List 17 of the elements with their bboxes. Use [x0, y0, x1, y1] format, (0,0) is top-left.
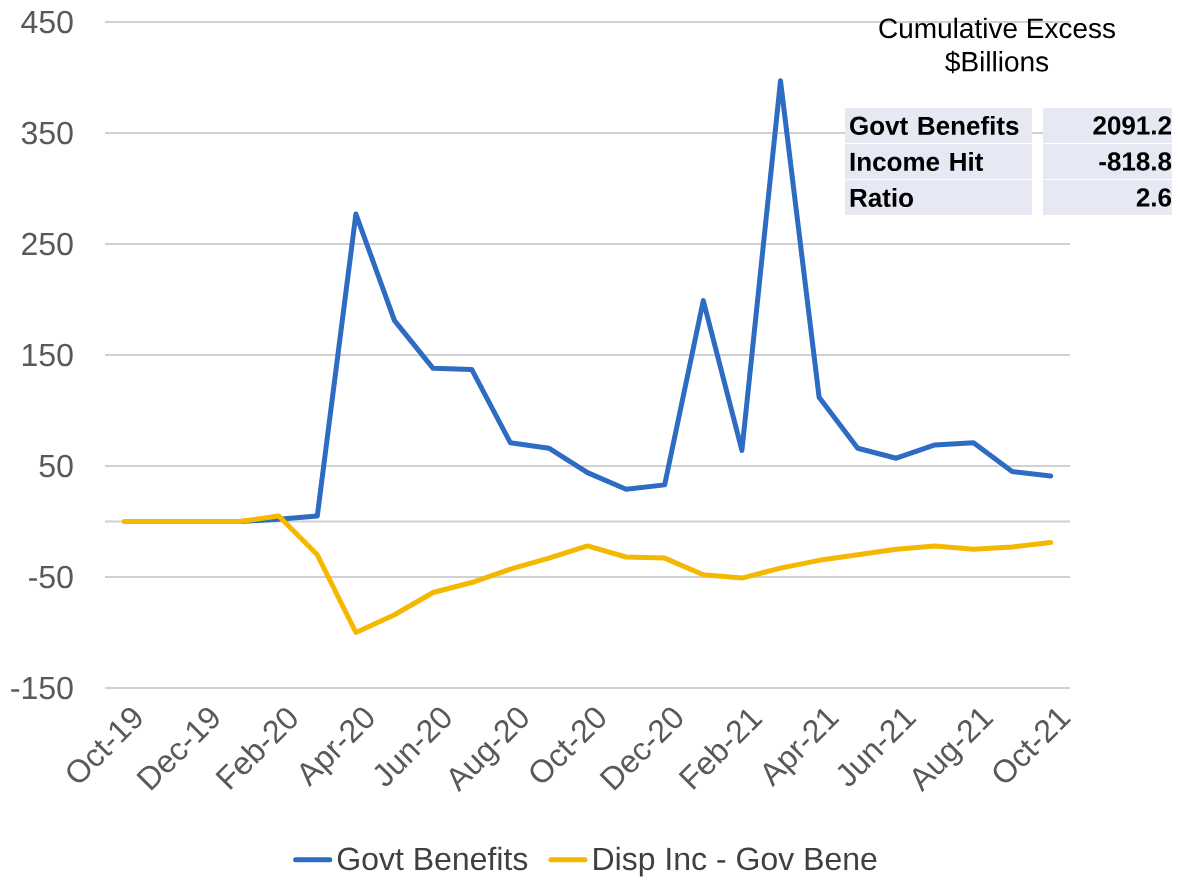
annotation: Ratio — [850, 187, 913, 208]
annotation: Income Hit — [850, 151, 984, 172]
y-tick-label: -50 — [29, 565, 73, 589]
legend-label: Disp Inc - Gov Bene — [594, 846, 877, 877]
y-tick-label: -150 — [11, 676, 73, 700]
y-tick-label: 250 — [22, 232, 73, 256]
y-tick-label: 150 — [22, 343, 73, 367]
text: -818.8 — [1099, 152, 1172, 171]
legend-label: Govt Benefits — [337, 846, 528, 871]
text: 2.6 — [1136, 188, 1172, 207]
y-tick-label: 50 — [39, 454, 73, 478]
y-tick-label: 450 — [21, 10, 73, 34]
y-tick-label: 350 — [21, 121, 73, 145]
text: 2091.2 — [1093, 116, 1171, 135]
annotation: Govt Benefits — [850, 115, 1019, 136]
annotation: Cumulative Excess — [879, 17, 1115, 39]
annotation: $Billions — [945, 50, 1049, 74]
